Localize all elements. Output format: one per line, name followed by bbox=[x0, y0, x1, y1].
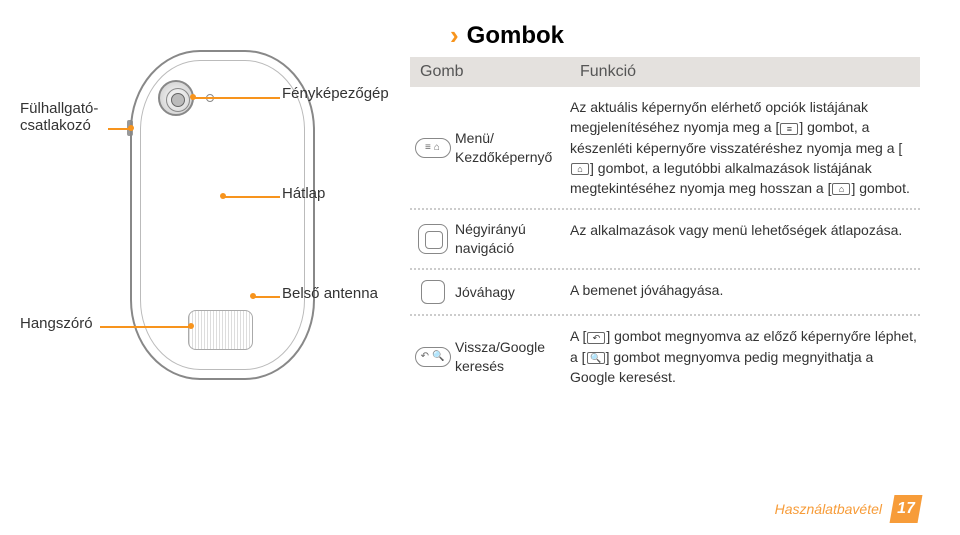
row4-func: A [↶] gombot megnyomva az előző képernyő… bbox=[570, 326, 920, 387]
row4-name: Vissza/Google keresés bbox=[455, 326, 570, 387]
back-icon: ↶ bbox=[587, 332, 605, 344]
th-gomb: Gomb bbox=[410, 57, 570, 87]
page-number: 17 bbox=[890, 495, 923, 523]
table-row: Jóváhagy A bemenet jóváhagyása. bbox=[410, 270, 920, 316]
search-icon: 🔍 bbox=[587, 352, 605, 364]
home-icon: ⌂ bbox=[571, 163, 589, 175]
row2-name: Négyirányú navigáció bbox=[455, 220, 570, 258]
footer-section: Használatbavétel bbox=[775, 501, 882, 517]
row3-name: Jóváhagy bbox=[455, 280, 570, 304]
label-camera: Fényképezőgép bbox=[282, 85, 389, 102]
table-row: ↶🔍 Vissza/Google keresés A [↶] gombot me… bbox=[410, 316, 920, 397]
table-row: ≡⌂ Menü/ Kezdőképernyő Az aktuális képer… bbox=[410, 87, 920, 210]
row3-func: A bemenet jóváhagyása. bbox=[570, 280, 920, 304]
table-header: Gomb Funkció bbox=[410, 57, 920, 87]
label-speaker: Hangszóró bbox=[20, 315, 93, 332]
row1-name: Menü/ Kezdőképernyő bbox=[455, 97, 570, 198]
section-title: › Gombok bbox=[450, 20, 920, 51]
phone-diagram: Fülhallgató- csatlakozó Hangszóró Fényké… bbox=[20, 20, 380, 440]
ok-key-icon bbox=[421, 280, 445, 304]
table-row: Négyirányú navigáció Az alkalmazások vag… bbox=[410, 210, 920, 270]
nav-key-icon bbox=[418, 224, 448, 254]
section-title-text: Gombok bbox=[467, 22, 564, 50]
menu-icon: ≡ bbox=[780, 123, 798, 135]
camera-lens bbox=[158, 80, 194, 116]
th-funkcio: Funkció bbox=[570, 57, 920, 87]
chevron-icon: › bbox=[450, 20, 459, 51]
row1-func: Az aktuális képernyőn elérhető opciók li… bbox=[570, 97, 920, 198]
label-earphone: Fülhallgató- csatlakozó bbox=[20, 100, 98, 134]
speaker-grille bbox=[188, 310, 253, 350]
label-antenna: Belső antenna bbox=[282, 285, 378, 302]
home-icon: ⌂ bbox=[832, 183, 850, 195]
label-backcover: Hátlap bbox=[282, 185, 325, 202]
back-search-key-icon: ↶🔍 bbox=[415, 347, 451, 367]
menu-home-key-icon: ≡⌂ bbox=[415, 138, 451, 158]
row2-func: Az alkalmazások vagy menü lehetőségek át… bbox=[570, 220, 920, 258]
page-footer: Használatbavétel 17 bbox=[775, 495, 920, 523]
